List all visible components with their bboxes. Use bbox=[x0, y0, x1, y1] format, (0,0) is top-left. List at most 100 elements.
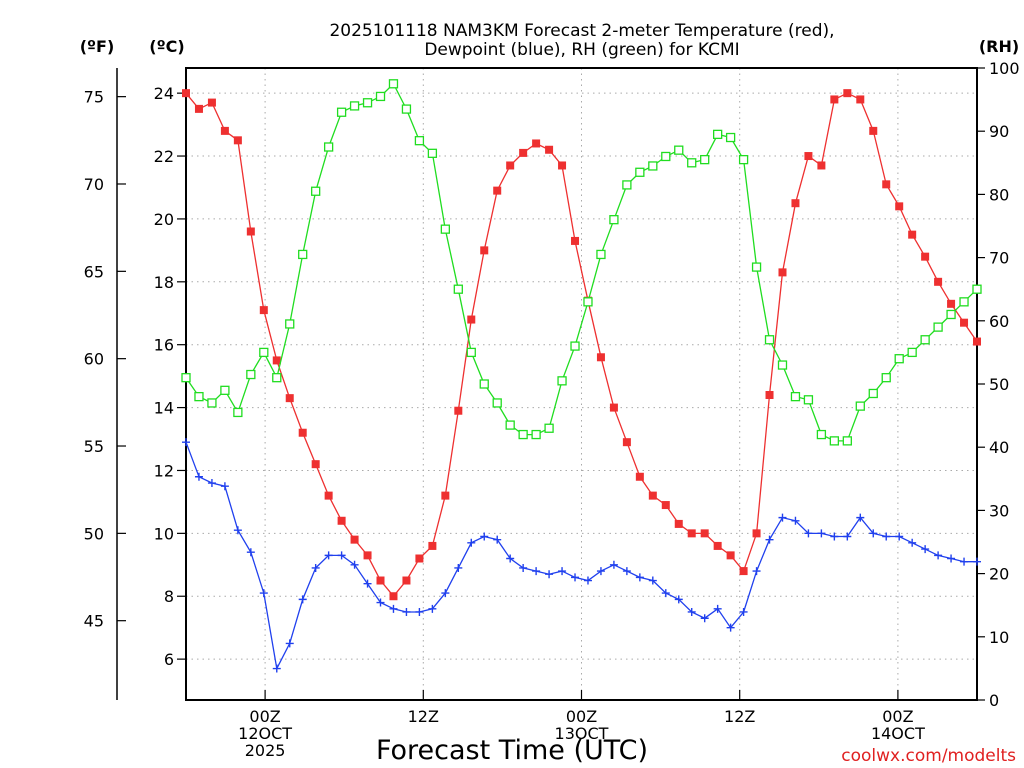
rh-point bbox=[336, 107, 347, 117]
dewpoint-point bbox=[207, 479, 216, 488]
dewpoint-point bbox=[220, 482, 229, 491]
rh-point bbox=[375, 91, 386, 102]
celsius-tick-label: 10 bbox=[154, 524, 174, 543]
temperature-point bbox=[402, 576, 411, 585]
temperature-point bbox=[311, 460, 320, 469]
rh-point bbox=[855, 401, 865, 411]
dewpoint-point bbox=[337, 551, 346, 560]
dewpoint-point bbox=[960, 557, 969, 566]
dewpoint-point bbox=[194, 472, 203, 481]
rh-point bbox=[583, 297, 593, 307]
temperature-point bbox=[934, 277, 943, 286]
rh-point bbox=[298, 249, 308, 260]
temperature-point bbox=[635, 472, 644, 481]
rh-point bbox=[648, 161, 658, 171]
temperature-point bbox=[363, 551, 372, 560]
temperature-point bbox=[609, 403, 618, 412]
dewpoint-point bbox=[285, 639, 294, 648]
temperature-point bbox=[220, 126, 229, 135]
rh-point bbox=[311, 186, 321, 196]
temperature-point bbox=[752, 529, 761, 538]
x-axis-label: Forecast Time (UTC) bbox=[376, 735, 648, 766]
rh-point bbox=[868, 388, 878, 399]
temperature-point bbox=[506, 161, 515, 170]
rh-tick-label: 50 bbox=[989, 375, 1009, 394]
dewpoint-point bbox=[182, 438, 190, 447]
dewpoint-point bbox=[713, 604, 722, 613]
time-tick-label: 12OCT bbox=[238, 724, 292, 743]
dewpoint-point bbox=[532, 567, 541, 576]
fahrenheit-tick-label: 55 bbox=[84, 437, 104, 456]
rh-point bbox=[453, 284, 463, 294]
celsius-tick-label: 6 bbox=[164, 650, 174, 669]
dewpoint-point bbox=[583, 576, 592, 585]
temperature-point bbox=[726, 551, 735, 560]
dewpoint-point bbox=[558, 567, 567, 576]
rh-point bbox=[842, 436, 852, 446]
rh-point bbox=[738, 154, 749, 165]
rh-point bbox=[272, 373, 282, 383]
temperature-point bbox=[194, 104, 203, 113]
rh-tick-label: 30 bbox=[989, 501, 1009, 520]
unit-fahrenheit: (ºF) bbox=[80, 37, 115, 56]
dewpoint-point bbox=[778, 513, 787, 522]
dewpoint-point bbox=[298, 595, 307, 604]
dewpoint-point bbox=[363, 579, 372, 588]
rh-point bbox=[220, 385, 230, 395]
temperature-point bbox=[596, 353, 605, 362]
rh-point bbox=[959, 297, 969, 307]
rh-tick-label: 40 bbox=[989, 438, 1009, 457]
temperature-point bbox=[700, 529, 709, 538]
rh-point bbox=[349, 101, 360, 111]
dewpoint-point bbox=[545, 570, 554, 579]
temperature-point bbox=[233, 136, 242, 145]
rh-point bbox=[777, 360, 788, 370]
dewpoint-point bbox=[830, 532, 839, 541]
rh-point bbox=[466, 347, 476, 358]
dewpoint-point bbox=[467, 538, 476, 547]
temperature-point bbox=[298, 428, 307, 437]
dewpoint-point bbox=[441, 589, 450, 598]
temperature-point bbox=[791, 199, 800, 208]
celsius-axis: 6 8 10 12 14 16 18 20 22 24 bbox=[154, 84, 186, 669]
rh-point bbox=[570, 341, 580, 351]
temperature-point bbox=[480, 246, 489, 255]
fahrenheit-axis: 45 50 55 60 65 70 75 bbox=[84, 88, 126, 631]
temperature-point bbox=[428, 541, 437, 550]
dewpoint-point bbox=[817, 529, 826, 538]
dewpoint-point bbox=[804, 529, 813, 538]
temperature-point bbox=[519, 148, 528, 157]
rh-point bbox=[233, 407, 243, 418]
dewpoint-point bbox=[843, 532, 852, 541]
dewpoint-point bbox=[973, 557, 981, 566]
celsius-tick-label: 14 bbox=[154, 399, 174, 418]
temperature-point bbox=[272, 356, 281, 365]
rh-point bbox=[505, 420, 515, 430]
temperature-point bbox=[661, 501, 670, 510]
dewpoint-point bbox=[869, 529, 878, 538]
celsius-tick-label: 12 bbox=[154, 461, 174, 480]
dewpoint-point bbox=[506, 554, 515, 563]
rh-point bbox=[700, 154, 710, 165]
rh-point bbox=[725, 132, 736, 143]
temperature-point bbox=[648, 491, 657, 500]
dewpoint-point bbox=[493, 535, 502, 544]
time-tick-label: 12Z bbox=[724, 707, 755, 726]
rh-point bbox=[933, 322, 943, 332]
dewpoint-point bbox=[687, 607, 696, 616]
rh-point bbox=[285, 319, 295, 329]
dewpoint-point bbox=[934, 551, 943, 560]
rh-point bbox=[194, 391, 204, 402]
rh-point bbox=[674, 145, 684, 155]
temperature-point bbox=[830, 95, 839, 104]
unit-rh: (RH) bbox=[979, 37, 1019, 56]
rh-tick-label: 20 bbox=[989, 565, 1009, 584]
temperature-point bbox=[739, 567, 748, 576]
temperature-point bbox=[895, 202, 904, 211]
rh-axis: 0 10 20 30 40 50 60 70 80 90 100 bbox=[977, 59, 1020, 710]
dewpoint-point bbox=[856, 513, 865, 522]
celsius-tick-label: 18 bbox=[154, 273, 174, 292]
rh-point bbox=[609, 215, 619, 225]
rh-point bbox=[246, 369, 256, 380]
rh-point bbox=[713, 129, 723, 140]
